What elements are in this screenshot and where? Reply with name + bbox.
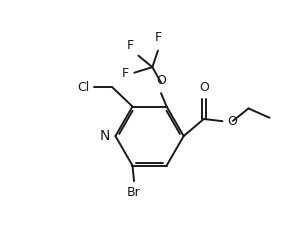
Text: O: O (156, 74, 166, 87)
Text: Br: Br (127, 186, 141, 199)
Text: O: O (227, 115, 237, 128)
Text: O: O (199, 81, 209, 94)
Text: N: N (99, 129, 110, 143)
Text: F: F (127, 39, 134, 52)
Text: F: F (122, 67, 129, 80)
Text: F: F (154, 31, 162, 45)
Text: Cl: Cl (77, 81, 89, 94)
